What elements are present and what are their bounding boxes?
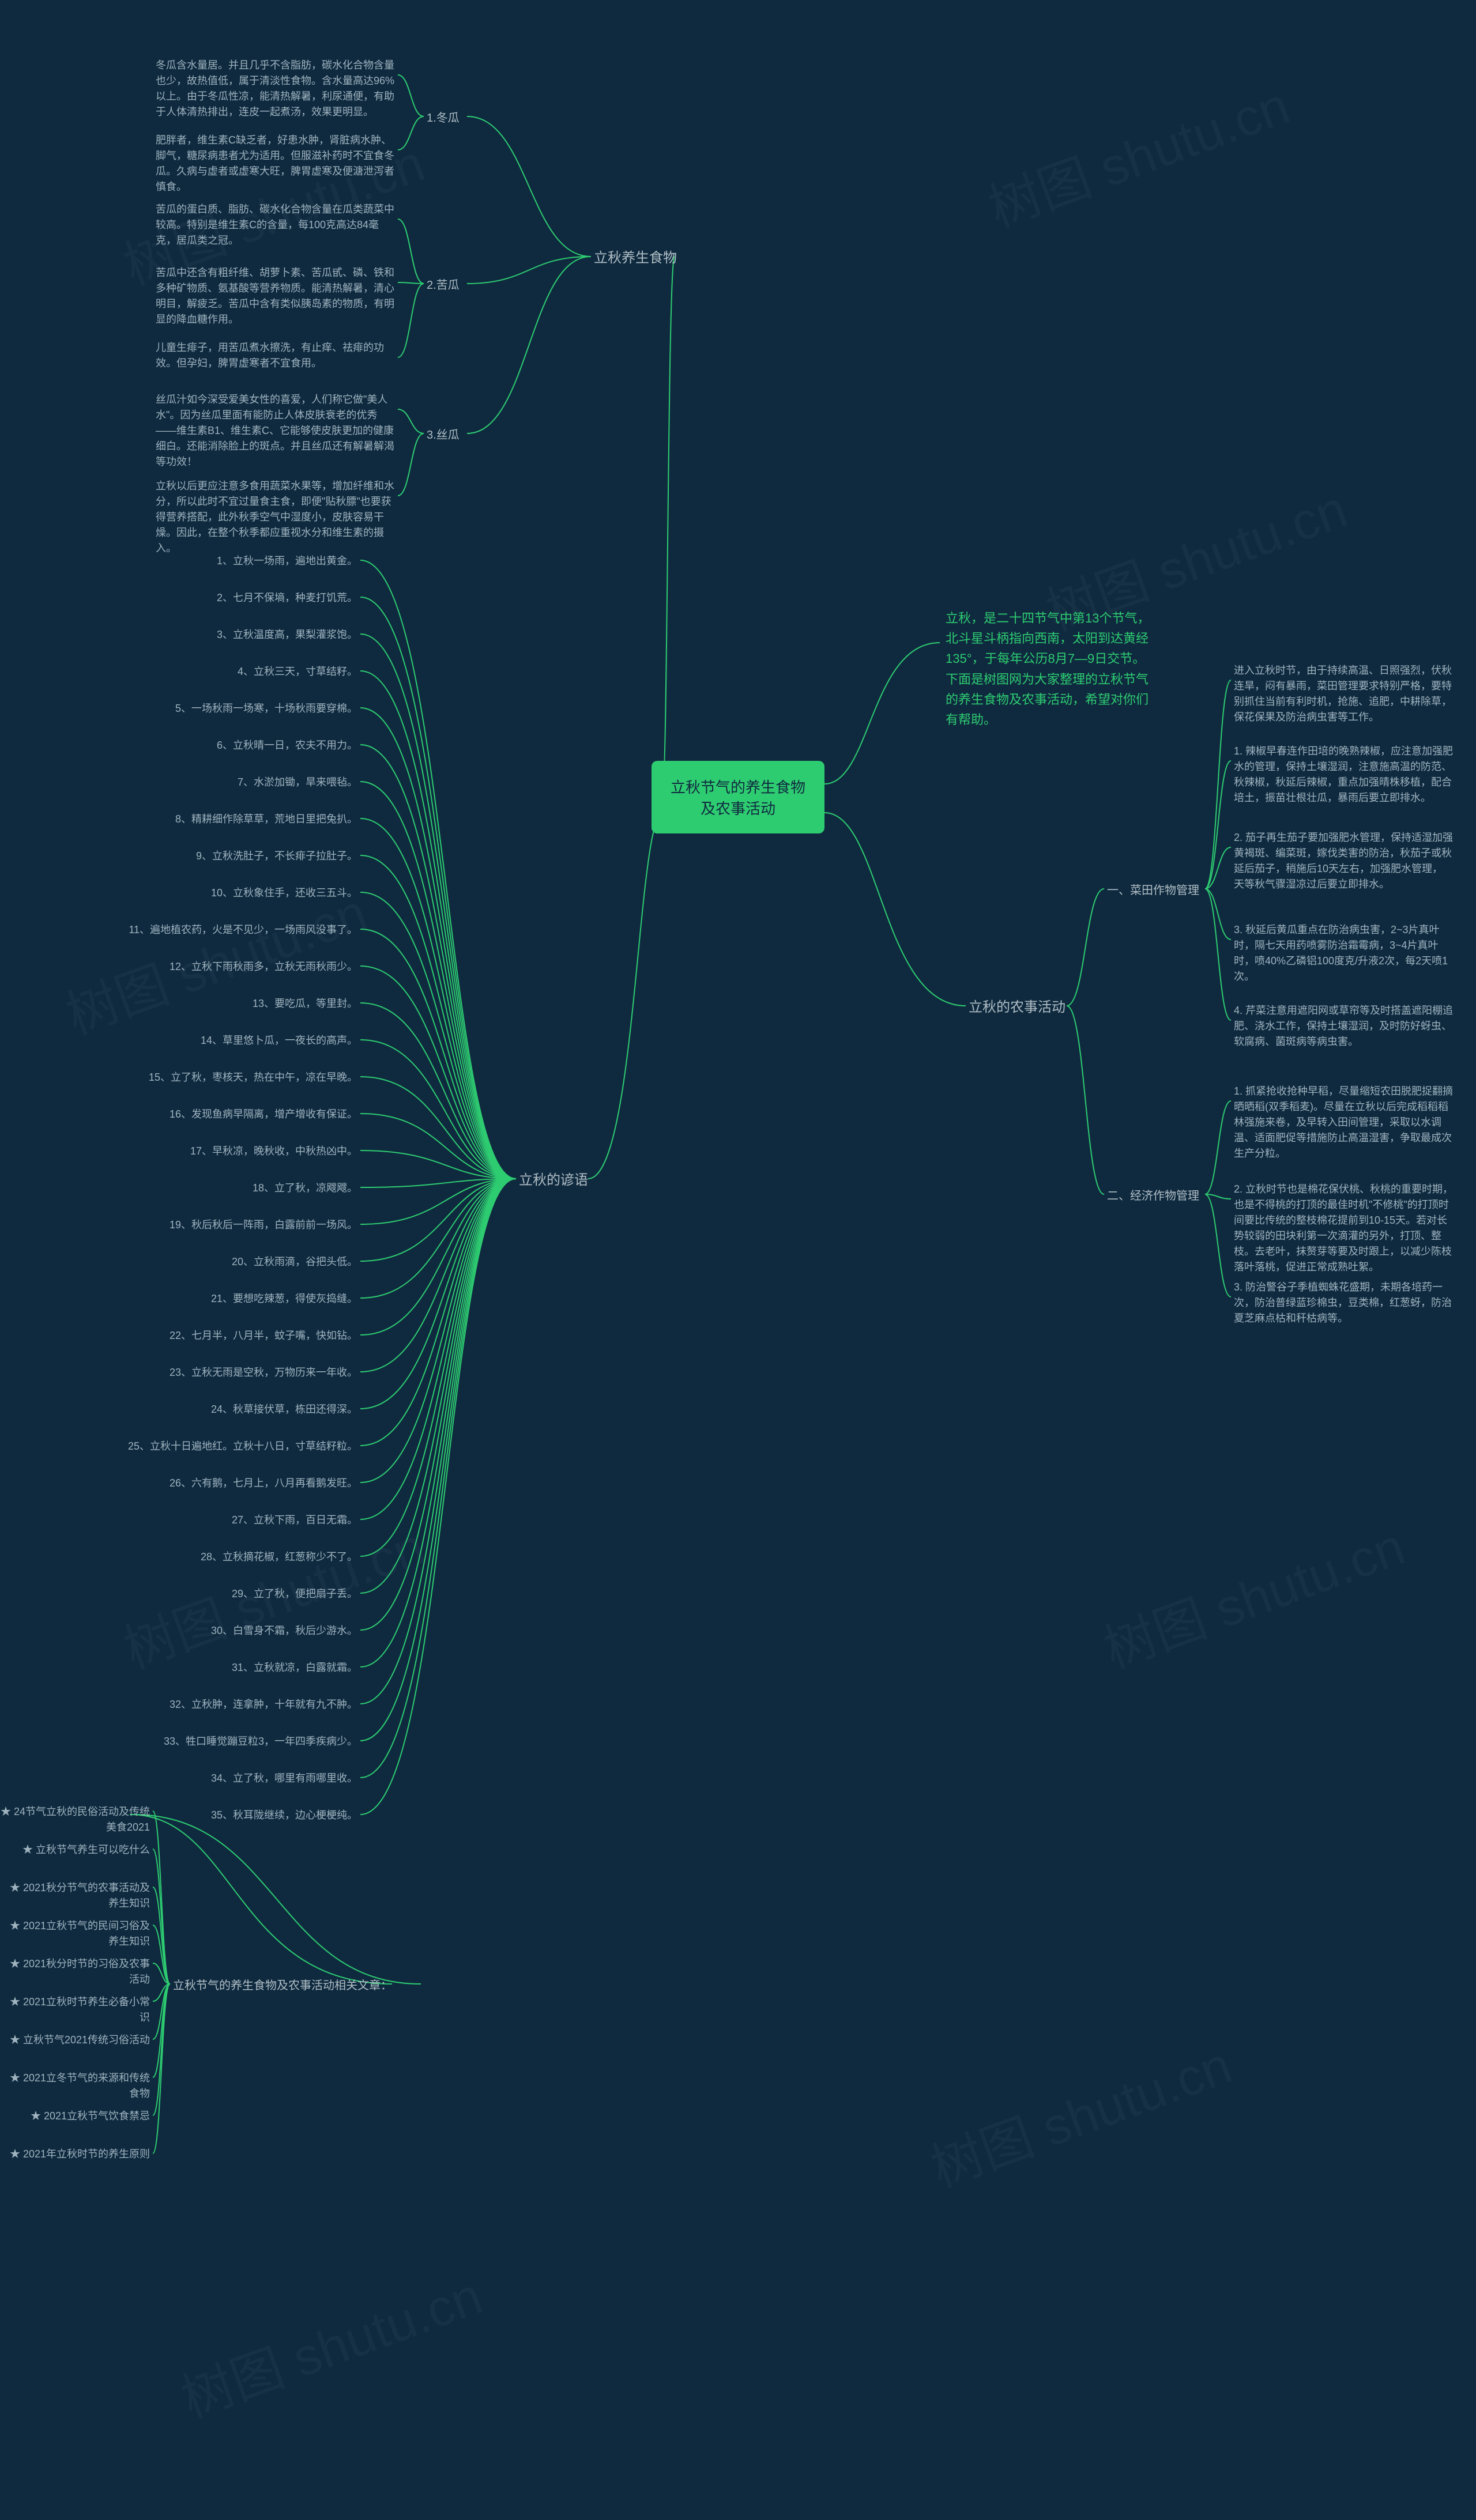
leaf-kugua-0: 苦瓜的蛋白质、脂肪、碳水化合物含量在瓜类蔬菜中较高。特别是维生素C的含量，每10… — [156, 202, 398, 248]
center-node: 立秋节气的养生食物及农事活动 — [652, 761, 824, 833]
branch-proverbs: 立秋的谚语 — [519, 1170, 588, 1191]
watermark: 树图 shutu.cn — [1092, 1505, 1413, 1683]
proverb-8: 8、精耕细作除草草，荒地日里把兔扒。 — [175, 812, 357, 827]
branch-foods: 立秋养生食物 — [594, 248, 677, 269]
leaf-jingji-1: 2. 立秋时节也是棉花保伏桃、秋桃的重要时期，也是不得桃的打顶的最佳时机"不修桃… — [1234, 1182, 1453, 1275]
proverb-22: 22、七月半，八月半，蚊子嘴，快如钻。 — [170, 1328, 357, 1344]
proverb-34: 34、立了秋，哪里有雨哪里收。 — [211, 1771, 357, 1786]
leaf-donggua-1: 肥胖者，维生素C缺乏者，好患水肿，肾脏病水肿、脚气，糖尿病患者尤为适用。但服滋补… — [156, 133, 398, 195]
leaf-sigua-0: 丝瓜汁如今深受爱美女性的喜爱，人们称它做"美人水"。因为丝瓜里面有能防止人体皮肤… — [156, 392, 398, 470]
proverb-23: 23、立秋无雨是空秋，万物历来一年收。 — [170, 1365, 357, 1380]
intro-text: 立秋，是二十四节气中第13个节气，北斗星斗柄指向西南，太阳到达黄经135°，于每… — [946, 608, 1153, 730]
sub-donggua: 1.冬瓜 — [427, 110, 460, 127]
proverb-32: 32、立秋肿，连拿肿，十年就有九不肿。 — [170, 1697, 357, 1712]
related-8: ★ 2021立秋节气饮食禁忌 — [31, 2108, 150, 2124]
proverb-3: 3、立秋温度高，果梨灌浆饱。 — [217, 627, 357, 643]
leaf-caitian-2: 2. 茄子再生茄子要加强肥水管理，保持适湿加强黄褐斑、编菜斑，嫁伐类害的防治，秋… — [1234, 830, 1453, 892]
proverb-15: 15、立了秋，枣核天，热在中午，凉在早晚。 — [149, 1070, 357, 1085]
related-6: ★ 立秋节气2021传统习俗活动 — [10, 2032, 150, 2048]
proverb-33: 33、牲口睡觉蹦豆粒3，一年四季疾病少。 — [164, 1734, 357, 1749]
proverb-20: 20、立秋雨滴，谷把头低。 — [232, 1254, 357, 1270]
proverb-16: 16、发现鱼病早隔离，增产增收有保证。 — [170, 1107, 357, 1122]
proverb-35: 35、秋耳陇继续，边心梗梗纯。 — [211, 1808, 357, 1823]
proverb-18: 18、立了秋，凉飕飕。 — [253, 1180, 357, 1196]
proverb-5: 5、一场秋雨一场寒，十场秋雨要穿棉。 — [175, 701, 357, 716]
proverb-11: 11、遍地植农药，火是不见少，一场雨风没事了。 — [129, 922, 357, 938]
proverb-24: 24、秋草接伏草，栋田还得深。 — [211, 1402, 357, 1417]
proverb-12: 12、立秋下雨秋雨多，立秋无雨秋雨少。 — [170, 959, 357, 975]
proverb-26: 26、六有鹅，七月上，八月再看鹅发旺。 — [170, 1476, 357, 1491]
leaf-jingji-2: 3. 防治警谷子季植蜘蛛花盛期，未期各培药一次，防治普绿蓝珍棉虫，豆类棉，红葱蚜… — [1234, 1280, 1453, 1326]
related-3: ★ 2021立秋节气的民间习俗及养生知识 — [0, 1918, 150, 1949]
proverb-9: 9、立秋洗肚子，不长痱子拉肚子。 — [196, 848, 357, 864]
branch-farming: 立秋的农事活动 — [969, 997, 1065, 1018]
leaf-caitian-4: 4. 芹菜注意用遮阳网或草帘等及时搭盖遮阳棚追肥、浇水工作，保持土壤湿润，及时防… — [1234, 1003, 1453, 1050]
proverb-17: 17、早秋凉，晚秋收，中秋热凶中。 — [190, 1144, 357, 1159]
proverb-25: 25、立秋十日遍地红。立秋十八日，寸草结籽粒。 — [128, 1439, 357, 1454]
related-2: ★ 2021秋分节气的农事活动及养生知识 — [0, 1880, 150, 1911]
sub-kugua: 2.苦瓜 — [427, 277, 460, 294]
sub-caitian: 一、菜田作物管理 — [1107, 882, 1199, 899]
leaf-kugua-1: 苦瓜中还含有粗纤维、胡萝卜素、苦瓜甙、磷、铁和多种矿物质、氨基酸等营养物质。能清… — [156, 265, 398, 327]
proverb-27: 27、立秋下雨，百日无霜。 — [232, 1512, 357, 1528]
leaf-jingji-0: 1. 抓紧抢收抢种早稻，尽量缩短农田脱肥捉翻摘晒晒稻(双季稻麦)。尽量在立秋以后… — [1234, 1084, 1453, 1161]
leaf-caitian-3: 3. 秋延后黄瓜重点在防治病虫害，2~3片真叶时，隔七天用药喷雾防治霜霉病，3~… — [1234, 922, 1453, 984]
proverb-31: 31、立秋就凉，白露就霜。 — [232, 1660, 357, 1676]
sub-jingji: 二、经济作物管理 — [1107, 1187, 1199, 1205]
proverb-14: 14、草里悠卜瓜，一夜长的高声。 — [201, 1033, 357, 1048]
watermark: 树图 shutu.cn — [977, 64, 1298, 242]
related-4: ★ 2021秋分时节的习俗及农事活动 — [0, 1956, 150, 1987]
proverb-1: 1、立秋一场雨，遍地出黄金。 — [217, 553, 357, 569]
watermark: 树图 shutu.cn — [919, 2024, 1240, 2202]
related-7: ★ 2021立冬节气的来源和传统食物 — [0, 2070, 150, 2102]
proverb-10: 10、立秋象住手，还收三五斗。 — [211, 885, 357, 901]
proverb-4: 4、立秋三天，寸草结籽。 — [238, 664, 357, 680]
leaf-sigua-1: 立秋以后更应注意多食用蔬菜水果等，增加纤维和水分，所以此时不宜过量食主食，即便"… — [156, 478, 398, 556]
proverb-7: 7、水淤加锄，旱来喂毡。 — [238, 775, 357, 790]
related-5: ★ 2021立秋时节养生必备小常识 — [0, 1994, 150, 2025]
proverb-30: 30、白雪身不霜，秋后少游水。 — [211, 1623, 357, 1639]
branch-related: 立秋节气的养生食物及农事活动相关文章： — [173, 1977, 392, 1994]
proverb-6: 6、立秋晴一日，农夫不用力。 — [217, 738, 357, 753]
leaf-caitian-1: 1. 辣椒早春连作田培的晚熟辣椒，应注意加强肥水的管理，保持土壤湿润，注意施高温… — [1234, 744, 1453, 806]
watermark: 树图 shutu.cn — [170, 2254, 491, 2432]
proverb-21: 21、要想吃辣葱，得使灰捣缝。 — [211, 1291, 357, 1307]
related-1: ★ 立秋节气养生可以吃什么 — [22, 1842, 150, 1858]
proverb-29: 29、立了秋，便把扇子丢。 — [232, 1586, 357, 1602]
related-0: ★ 24节气立秋的民俗活动及传统美食2021 — [0, 1804, 150, 1835]
related-9: ★ 2021年立秋时节的养生原则 — [10, 2146, 150, 2162]
farming-intro-leaf: 进入立秋时节，由于持续高温、日照强烈，伏秋连旱，闷有暴雨，菜田管理要求特别严格，… — [1234, 663, 1453, 725]
leaf-donggua-0: 冬瓜含水量居。并且几乎不含脂肪，碳水化合物含量也少，故热值低，属于清淡性食物。含… — [156, 58, 398, 120]
proverb-2: 2、七月不保墒，种麦打饥荒。 — [217, 590, 357, 606]
proverb-28: 28、立秋摘花椒，红葱称少不了。 — [201, 1549, 357, 1565]
leaf-kugua-2: 儿童生痱子，用苦瓜煮水擦洗，有止痒、祛痱的功效。但孕妇，脾胃虚寒者不宜食用。 — [156, 340, 398, 371]
proverb-13: 13、要吃瓜，等里封。 — [253, 996, 357, 1012]
sub-sigua: 3.丝瓜 — [427, 427, 460, 444]
proverb-19: 19、秋后秋后一阵雨，白露前前一场风。 — [170, 1217, 357, 1233]
